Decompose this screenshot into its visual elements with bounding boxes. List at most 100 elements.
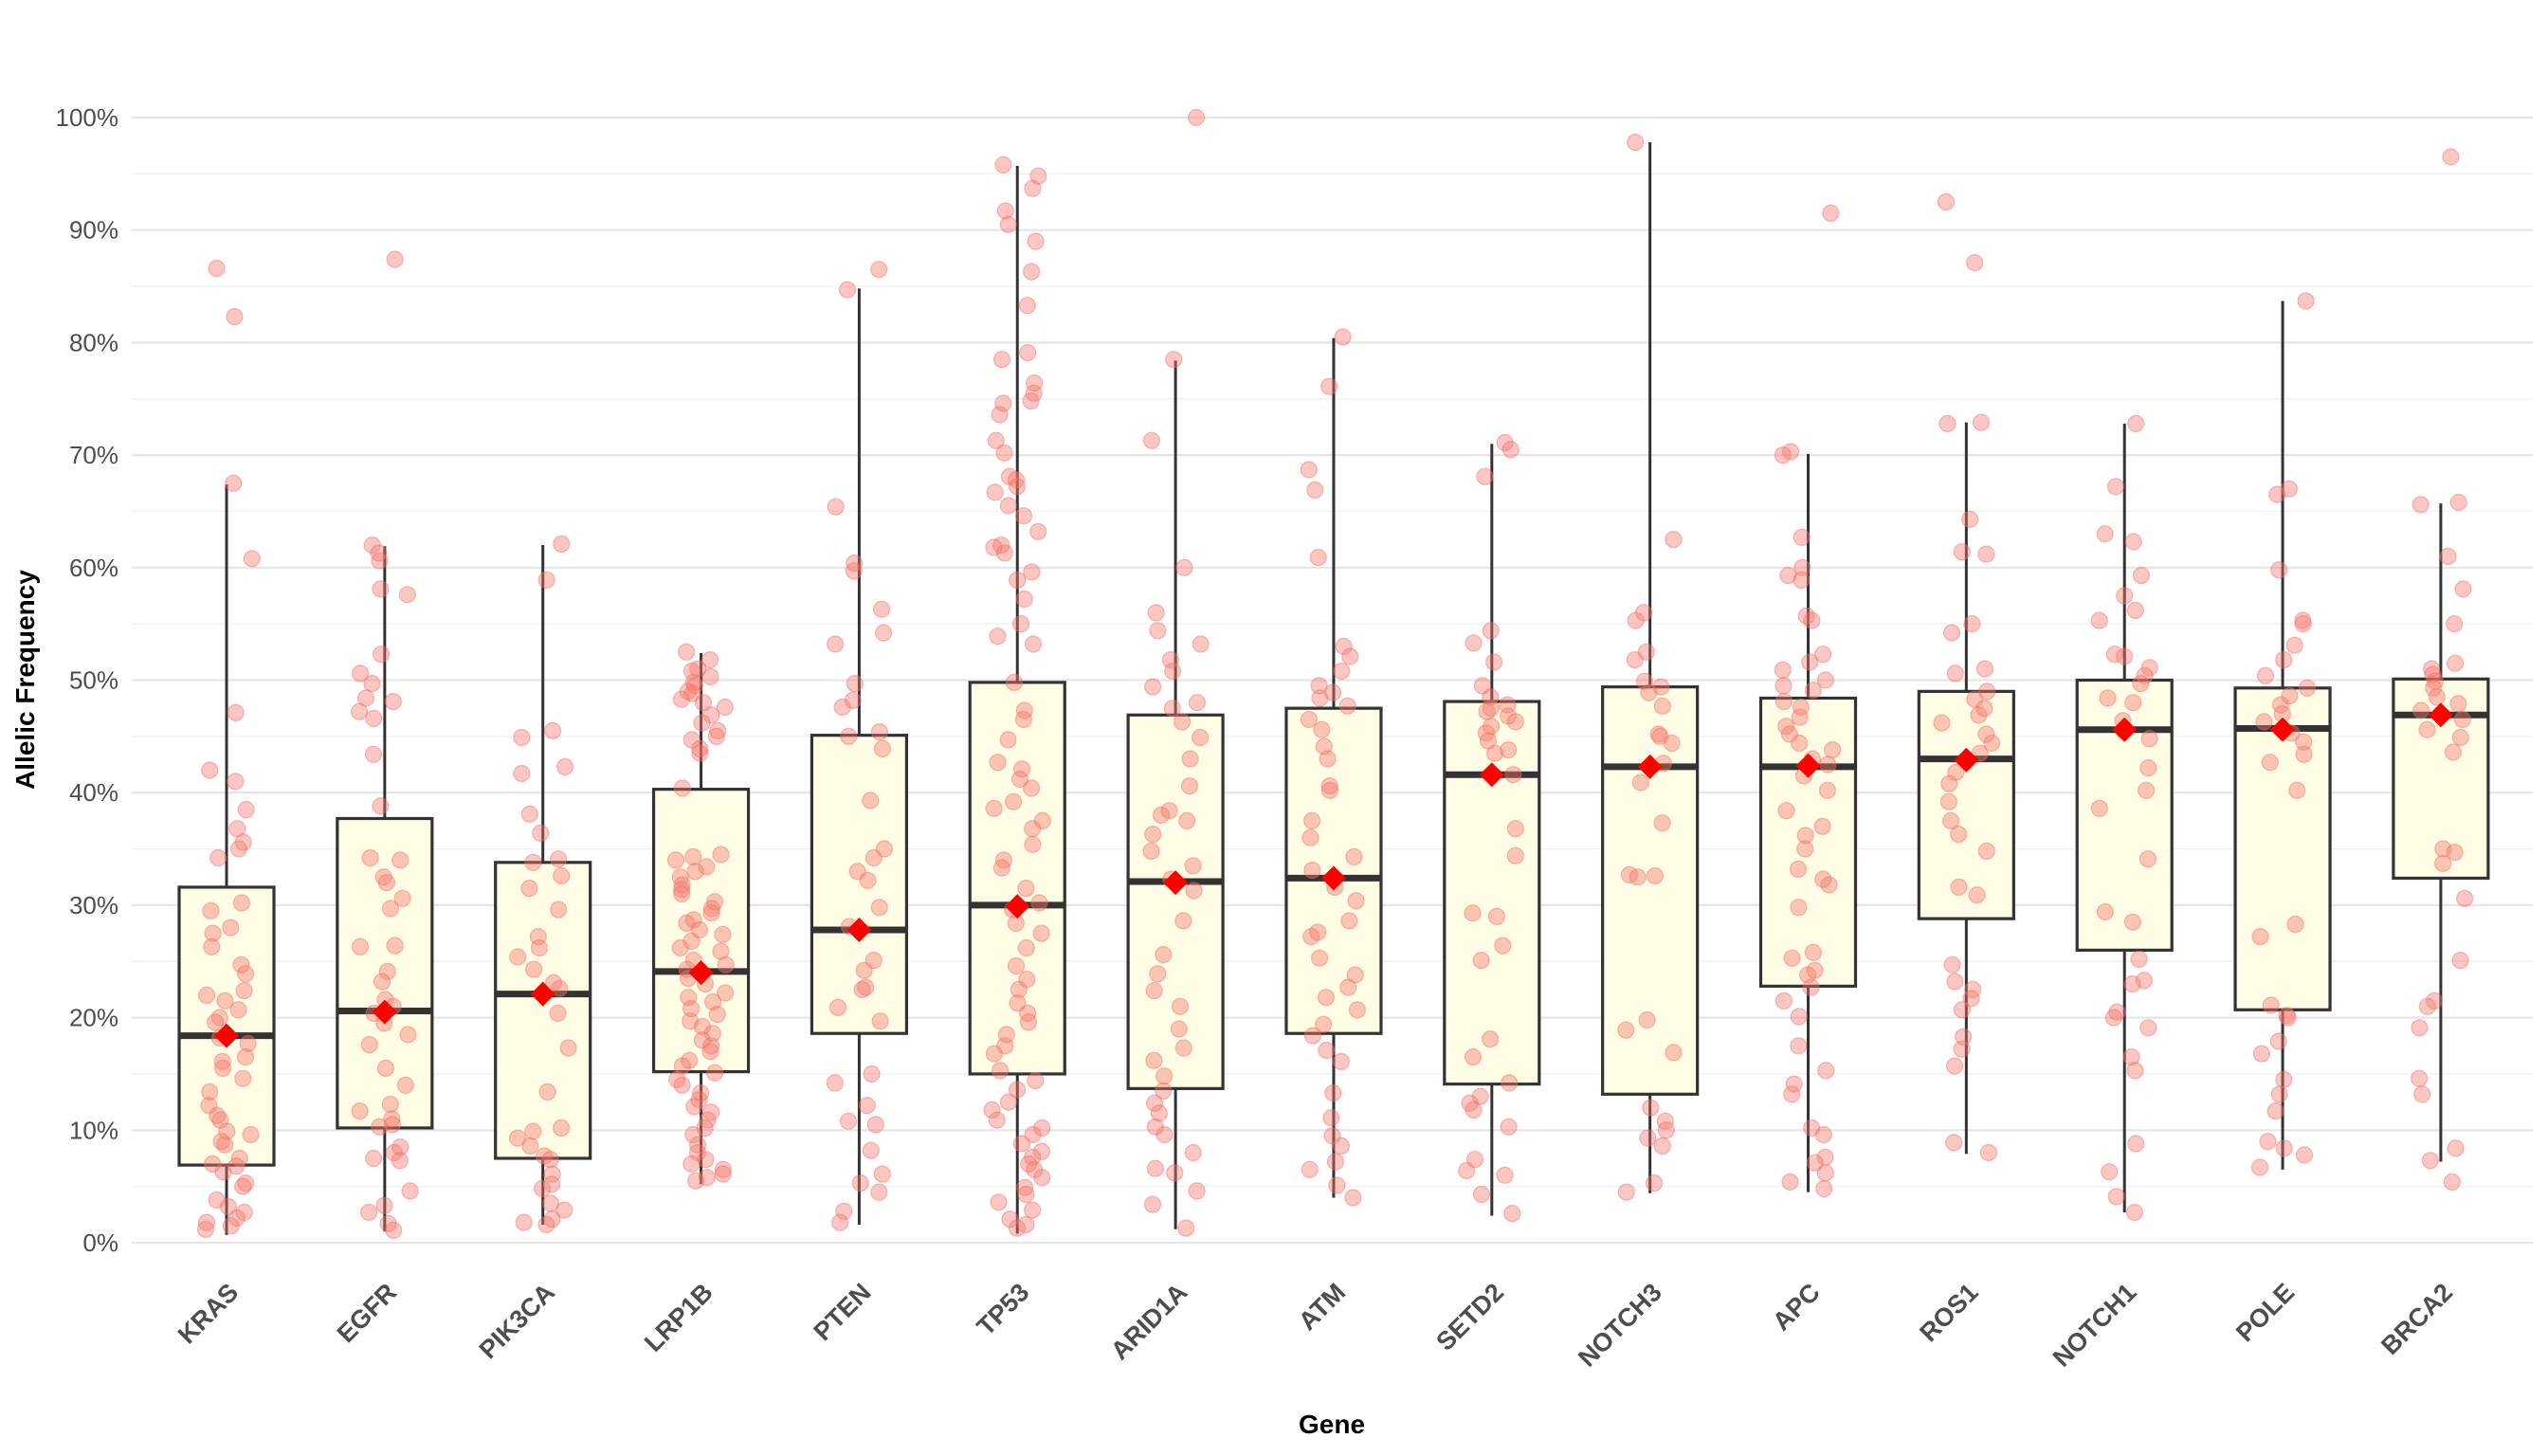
data-point — [2099, 689, 2117, 707]
data-point — [1939, 792, 1957, 810]
data-point — [1496, 433, 1514, 452]
data-point — [1173, 713, 1192, 731]
data-point — [1798, 966, 1817, 984]
data-point — [1631, 774, 1649, 792]
data-point — [1500, 740, 1518, 759]
data-point — [1019, 1013, 1038, 1031]
data-point — [1791, 708, 1809, 726]
data-point — [990, 1193, 1008, 1211]
data-point — [202, 901, 220, 919]
data-point — [2413, 1085, 2431, 1103]
data-point — [671, 868, 689, 886]
data-point — [1015, 590, 1033, 609]
data-point — [983, 1101, 1001, 1119]
data-point — [985, 799, 1003, 817]
data-point — [1029, 522, 1047, 540]
data-point — [351, 1101, 369, 1120]
data-point — [680, 989, 698, 1007]
data-point — [2122, 1047, 2140, 1066]
data-point — [684, 911, 702, 929]
data-point — [2423, 660, 2441, 678]
data-point — [872, 600, 891, 618]
data-point — [1174, 1039, 1192, 1057]
data-point — [2101, 1163, 2119, 1181]
data-point — [1796, 840, 1814, 858]
data-point — [2426, 672, 2444, 690]
data-point — [707, 727, 725, 746]
data-point — [216, 1136, 234, 1154]
data-point — [1007, 914, 1025, 933]
data-point — [216, 992, 234, 1010]
data-point — [1178, 811, 1196, 830]
data-point — [1481, 1030, 1500, 1048]
x-tick-label: PIK3CA — [474, 1278, 560, 1364]
data-point — [1824, 740, 1842, 759]
data-point — [2096, 525, 2114, 543]
data-point — [679, 682, 697, 701]
data-point — [992, 536, 1010, 555]
data-point — [236, 1047, 255, 1066]
data-point — [1499, 696, 1517, 714]
data-point — [1482, 718, 1501, 736]
data-point — [1347, 892, 1365, 910]
data-point — [991, 406, 1009, 424]
data-point — [853, 980, 871, 999]
data-point — [673, 1057, 692, 1075]
data-point — [201, 1083, 219, 1101]
data-point — [371, 1118, 389, 1136]
data-point — [208, 1191, 226, 1210]
data-point — [1814, 870, 1832, 888]
data-point — [381, 1095, 399, 1114]
y-tick-label: 100% — [56, 103, 119, 132]
data-point — [1779, 566, 1797, 585]
data-point — [690, 920, 709, 939]
data-point — [1482, 622, 1500, 640]
data-point — [2294, 611, 2312, 629]
iqr-box — [1601, 685, 1700, 1096]
data-point — [1015, 701, 1033, 719]
data-point — [1465, 1101, 1483, 1119]
data-point — [228, 1209, 246, 1228]
x-tick-label: NOTCH3 — [1573, 1278, 1667, 1373]
data-point — [529, 927, 547, 946]
data-point — [2259, 1133, 2277, 1151]
data-point — [553, 866, 571, 885]
data-point — [356, 689, 375, 707]
data-point — [524, 853, 542, 871]
data-point — [839, 1112, 858, 1130]
data-point — [1953, 1001, 1971, 1019]
data-point — [1177, 1219, 1195, 1237]
data-point — [1804, 943, 1823, 961]
data-point — [712, 942, 730, 960]
data-point — [383, 1116, 401, 1134]
data-point — [827, 498, 845, 516]
data-point — [2136, 666, 2154, 684]
data-point — [1813, 646, 1832, 664]
data-point — [1007, 956, 1026, 975]
data-point — [214, 1059, 232, 1078]
data-point — [2256, 666, 2274, 684]
data-point — [365, 1149, 383, 1168]
data-point — [1816, 1148, 1834, 1166]
data-point — [716, 698, 735, 717]
data-point — [698, 1169, 716, 1187]
data-point — [1027, 1071, 1045, 1090]
data-point — [208, 260, 226, 278]
data-point — [1665, 530, 1683, 549]
data-point — [1018, 297, 1037, 315]
data-point — [1471, 1087, 1489, 1105]
data-point — [550, 901, 568, 919]
data-point — [2298, 679, 2317, 697]
data-point — [691, 739, 709, 758]
data-point — [1171, 997, 1190, 1015]
data-point — [870, 261, 888, 279]
data-point — [1653, 697, 1671, 715]
data-point — [520, 879, 538, 898]
data-point — [2126, 601, 2144, 620]
data-point — [2295, 745, 2313, 763]
data-point — [365, 709, 383, 728]
data-point — [2139, 1019, 2157, 1037]
mean-marker — [846, 918, 872, 943]
data-point — [1476, 467, 1494, 485]
data-point — [218, 1122, 236, 1140]
